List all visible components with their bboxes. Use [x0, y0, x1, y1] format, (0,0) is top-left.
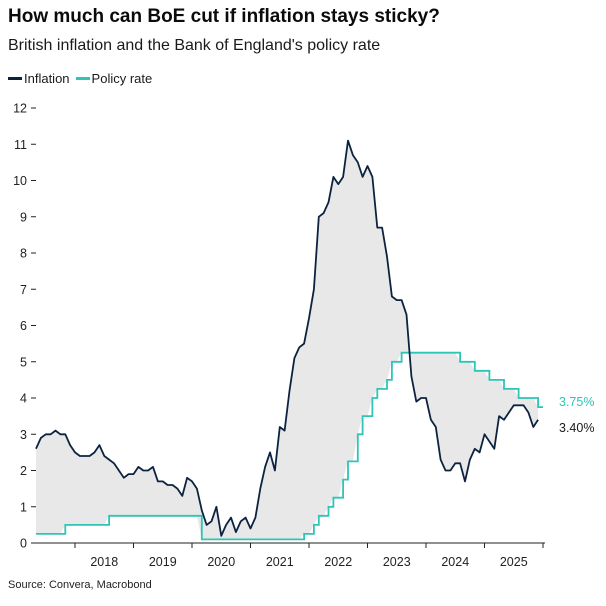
y-tick-label: 1: [20, 500, 27, 514]
end-label-inflation: 3.40%: [559, 421, 594, 435]
x-tick-label: 2021: [266, 555, 294, 569]
y-tick-label: 12: [13, 102, 27, 116]
y-tick-label: 7: [20, 283, 27, 297]
x-tick-label: 2025: [500, 555, 528, 569]
x-tick-label: 2018: [90, 555, 118, 569]
shaded-gap-area: [36, 140, 539, 540]
legend-swatch-inflation: [8, 77, 22, 80]
legend-label-inflation: Inflation: [24, 71, 70, 86]
y-tick-label: 3: [20, 428, 27, 442]
chart-title: How much can BoE cut if inflation stays …: [8, 6, 440, 27]
y-tick-label: 5: [20, 355, 27, 369]
legend-item-inflation: Inflation: [8, 71, 70, 86]
y-tick-label: 6: [20, 319, 27, 333]
end-label-policy-rate: 3.75%: [559, 395, 594, 409]
series-line-inflation: [35, 139, 539, 537]
y-tick-label: 10: [13, 174, 27, 188]
y-tick-label: 4: [20, 392, 27, 406]
x-tick-label: 2020: [207, 555, 235, 569]
x-tick-label: 2023: [383, 555, 411, 569]
series-line-policy-rate: [36, 351, 543, 541]
y-tick-label: 2: [20, 464, 27, 478]
y-tick-label: 0: [20, 537, 27, 551]
y-tick-label: 9: [20, 210, 27, 224]
x-tick-label: 2022: [324, 555, 352, 569]
chart-subtitle: British inflation and the Bank of Englan…: [8, 37, 381, 54]
legend-swatch-policy-rate: [75, 77, 90, 80]
legend-label-policy-rate: Policy rate: [91, 71, 153, 86]
legend-item-policy-rate: Policy rate: [75, 71, 153, 86]
y-tick-label: 11: [14, 138, 27, 152]
legend: Inflation Policy rate: [8, 71, 158, 86]
chart-source: Source: Convera, Macrobond: [8, 579, 152, 591]
x-tick-label: 2019: [149, 555, 177, 569]
y-tick-label: 8: [20, 247, 27, 261]
x-tick-label: 2024: [441, 555, 469, 569]
